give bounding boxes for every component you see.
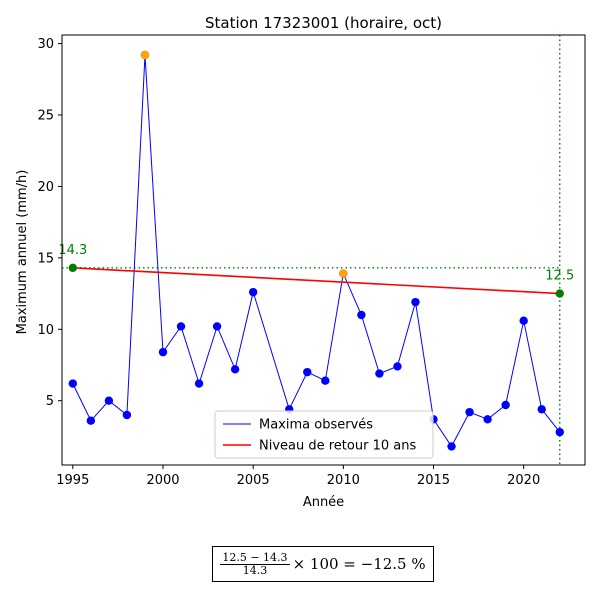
- data-point: [519, 316, 528, 325]
- y-tick-label: 15: [37, 251, 54, 266]
- data-point: [375, 369, 384, 378]
- y-tick-label: 20: [37, 180, 54, 195]
- data-point: [357, 310, 366, 320]
- x-axis-label: Année: [303, 495, 344, 510]
- y-tick-label: 30: [37, 37, 54, 52]
- x-tick-label: 1995: [56, 473, 89, 488]
- data-point: [176, 322, 186, 331]
- y-tick-label: 10: [37, 323, 54, 338]
- data-point: [393, 362, 402, 371]
- data-point: [501, 400, 510, 410]
- y-tick-label: 25: [37, 109, 54, 124]
- data-point: [104, 396, 114, 405]
- axes-frame: [61, 34, 586, 466]
- highlighted-point: [140, 50, 150, 60]
- chart-title: Station 17323001 (horaire, oct): [205, 14, 442, 32]
- endpoint-end-label: 12.5: [545, 269, 574, 284]
- fraction: 12.5 − 14.3 14.3: [220, 550, 290, 577]
- fraction-numerator: 12.5 − 14.3: [220, 550, 290, 565]
- y-axis-label: Maximum annuel (mm/h): [15, 170, 30, 335]
- data-point: [122, 410, 132, 420]
- plot-area: 14.3 12.5 1995 2000 2005 2010 2015 2020 5 10 15 20 2…: [37, 34, 586, 488]
- endpoint-start: [68, 263, 78, 273]
- data-point: [321, 376, 330, 385]
- data-point: [230, 365, 240, 374]
- data-point: [555, 427, 564, 437]
- legend-label: Maxima observés: [259, 418, 373, 433]
- data-point: [483, 415, 492, 424]
- data-point: [68, 379, 78, 388]
- endpoint-end: [555, 289, 564, 298]
- x-tick-label: 2015: [417, 473, 450, 488]
- series-line-return-level: [72, 267, 560, 295]
- x-tick-label: 2000: [146, 473, 179, 488]
- x-tick-label: 2020: [507, 473, 540, 488]
- data-point: [248, 287, 258, 297]
- endpoint-start-label: 14.3: [58, 243, 87, 258]
- legend-box: [214, 410, 434, 459]
- data-point: [411, 297, 420, 307]
- data-point: [303, 367, 312, 377]
- data-point: [537, 405, 546, 414]
- fraction-denominator: 14.3: [242, 563, 268, 577]
- data-point: [194, 379, 204, 388]
- data-point: [212, 322, 222, 331]
- data-point: [447, 442, 456, 451]
- data-point: [86, 416, 96, 425]
- x-tick-label: 2005: [237, 473, 270, 488]
- y-tick-label: 5: [46, 394, 54, 409]
- data-point: [465, 407, 474, 417]
- x-tick-label: 2010: [327, 473, 360, 488]
- data-point: [158, 347, 168, 357]
- series-line-maxima: [72, 54, 561, 448]
- highlighted-point: [339, 269, 348, 278]
- legend-label: Niveau de retour 10 ans: [259, 439, 416, 454]
- formula-result: × 100 = −12.5 %: [292, 555, 426, 573]
- formula-box: 12.5 − 14.3 14.3 × 100 = −12.5 %: [212, 546, 434, 582]
- legend: Maxima observés Niveau de retour 10 ans: [214, 410, 434, 459]
